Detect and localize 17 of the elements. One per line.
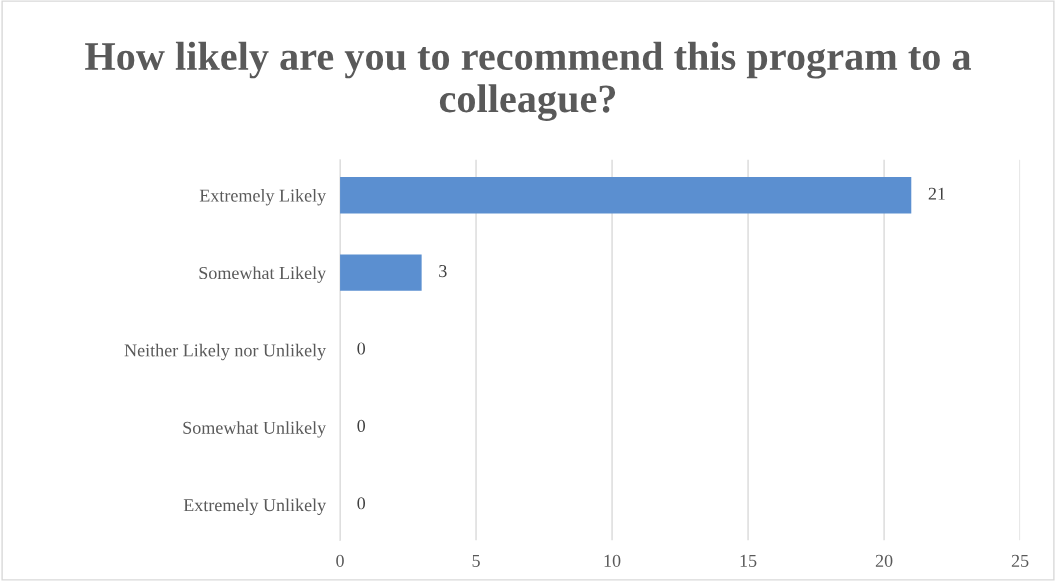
chart-title: How likely are you to recommend this program to a colleague? — [85, 41, 971, 121]
x-tick-label: 15 — [740, 554, 757, 567]
data-label: 0 — [357, 419, 366, 432]
y-tick-label: Somewhat Unlikely — [183, 421, 327, 438]
y-tick-label: Somewhat Likely — [199, 266, 327, 283]
x-tick-label: 10 — [604, 554, 621, 567]
y-tick-label: Extremely Unlikely — [183, 498, 327, 515]
x-tick-label: 5 — [472, 554, 480, 567]
x-tick-label: 25 — [1011, 554, 1029, 567]
data-label: 0 — [357, 497, 366, 510]
y-tick-label: Neither Likely nor Unlikely — [124, 343, 327, 361]
data-label: 3 — [439, 265, 447, 278]
data-label: 21 — [928, 187, 945, 200]
data-label: 0 — [357, 342, 366, 355]
y-tick-label: Extremely Likely — [199, 189, 327, 206]
x-tick-label: 20 — [875, 554, 893, 567]
x-tick-label: 0 — [336, 554, 344, 567]
